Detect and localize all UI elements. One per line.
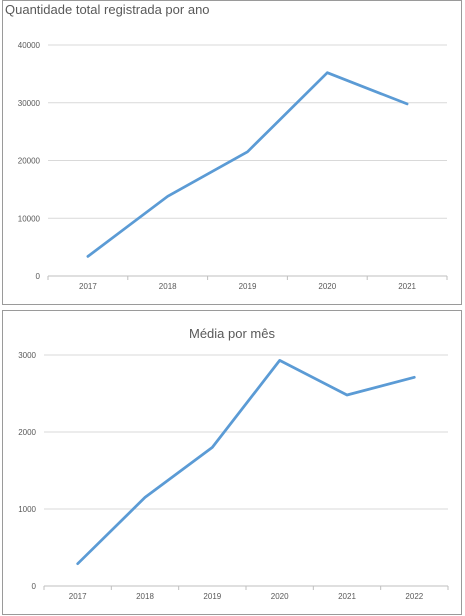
y-tick-label: 40000 — [18, 41, 41, 50]
y-tick-label: 0 — [32, 582, 37, 591]
x-tick-label: 2018 — [159, 282, 177, 291]
x-tick-label: 2022 — [405, 592, 423, 601]
y-tick-label: 0 — [36, 272, 41, 281]
series-line — [76, 359, 416, 566]
x-tick-label: 2021 — [398, 282, 416, 291]
chart-panel-total-per-year: Quantidade total registrada por ano 0 100… — [2, 0, 462, 305]
y-tick-label: 10000 — [18, 214, 41, 223]
y-tick-label: 1000 — [18, 505, 36, 514]
x-tick-label: 2018 — [136, 592, 154, 601]
series-line — [86, 71, 409, 258]
chart-plot-area: 0 1000 2000 3000 2017 2018 2019 2020 2021 2022 — [18, 351, 449, 601]
y-tick-label: 30000 — [18, 99, 41, 108]
y-tick-label: 3000 — [18, 351, 36, 360]
x-tick-label: 2019 — [203, 592, 221, 601]
x-tick-label: 2020 — [271, 592, 289, 601]
y-tick-label: 20000 — [18, 157, 41, 166]
chart-plot-area: 0 10000 20000 30000 40000 2017 2018 2019 2020 202… — [18, 41, 448, 291]
x-tick-label: 2021 — [338, 592, 356, 601]
y-tick-label: 2000 — [18, 428, 36, 437]
x-tick-label: 2017 — [79, 282, 97, 291]
x-tick-label: 2020 — [318, 282, 336, 291]
x-tick-label: 2017 — [69, 592, 87, 601]
chart-title: Quantidade total registrada por ano — [5, 2, 210, 17]
chart-panel-average-per-month: Média por mês 0 1000 2000 3000 2017 2018 2019 2… — [2, 310, 462, 615]
chart-title: Média por mês — [189, 326, 275, 341]
x-tick-label: 2019 — [239, 282, 257, 291]
